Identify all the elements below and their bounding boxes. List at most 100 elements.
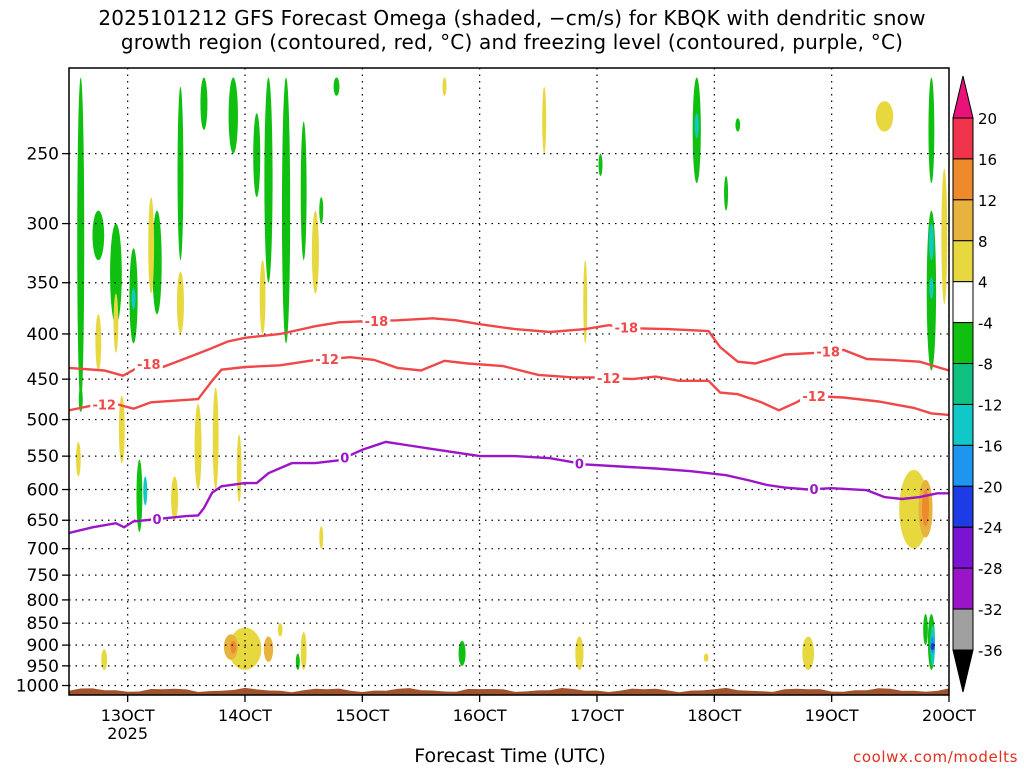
colorbar-bin-5 (952, 322, 974, 365)
x-tick-label-17: 17OCT (570, 706, 624, 725)
omega-shade-35 (76, 441, 81, 477)
omega-shade-33 (930, 642, 935, 651)
colorbar-label-1: 16 (978, 151, 997, 169)
y-tick-label-650: 650 (27, 511, 59, 531)
contour-label-1-2: -12 (597, 372, 621, 387)
terrain-strip (69, 687, 949, 695)
omega-shade-50 (230, 640, 237, 654)
colorbar-bin-2 (952, 199, 974, 242)
y-tick-label-250: 250 (27, 145, 59, 165)
omega-shade-41 (194, 403, 202, 490)
colorbar-label-6: -8 (978, 356, 993, 374)
colorbar-bin-10 (952, 526, 974, 569)
colorbar-bin-3 (952, 240, 974, 283)
omega-shade-40 (176, 271, 184, 334)
colorbar-bottom-arrow (952, 649, 974, 693)
omega-shade-7 (177, 86, 184, 261)
omega-shade-23 (724, 175, 729, 211)
contour-label-2-1: 0 (575, 457, 584, 472)
colorbar-bin-12 (952, 608, 974, 651)
omega-shade-55 (442, 77, 447, 96)
contour-label-0-3: -18 (137, 358, 161, 373)
omega-shade-0 (77, 77, 85, 404)
chart-title-line-1: 2025101212 GFS Forecast Omega (shaded, −… (98, 6, 926, 30)
contour-label-bg-1-0 (90, 397, 119, 412)
contour-line-0 (69, 317, 949, 377)
colorbar-bin-4 (952, 281, 974, 324)
omega-shade-29 (941, 168, 948, 305)
contour-label-0-0: -18 (365, 315, 389, 330)
omega-shade-18 (333, 77, 340, 96)
contour-label-bg-1-1 (313, 352, 342, 367)
omega-shade-6 (200, 77, 208, 130)
omega-shade-4 (131, 288, 136, 310)
contour-label-1-3: -12 (802, 390, 826, 405)
colorbar-bin-9 (952, 485, 974, 528)
omega-shade-60 (802, 636, 815, 670)
y-tick-label-400: 400 (27, 325, 59, 345)
contour-label-1-0: -12 (92, 399, 116, 414)
omega-shade-27 (929, 277, 934, 299)
omega-shade-44 (311, 210, 319, 294)
colorbar-label-3: 8 (978, 233, 988, 251)
omega-shade-39 (148, 197, 155, 294)
x-tick-label-18: 18OCT (687, 706, 741, 725)
temperature-contours: -18 -18 -18 -18 -12 -12 -12 -12 0 0 0 0 (69, 313, 949, 535)
colorbar-label-13: -36 (978, 642, 1003, 660)
colorbar-label-4: 4 (978, 274, 988, 292)
x-axis-label: Forecast Time (UTC) (414, 745, 606, 767)
omega-shade-57 (583, 260, 588, 344)
omega-shade-61 (875, 101, 894, 132)
omega-shade-48 (228, 627, 262, 670)
y-tick-label-550: 550 (27, 447, 59, 467)
chart-title-line-2: growth region (contoured, red, °C) and f… (120, 30, 904, 54)
colorbar-bin-8 (952, 444, 974, 487)
omega-shade-9 (253, 113, 261, 198)
plot-frame (68, 67, 950, 696)
omega-shade-16 (78, 387, 83, 412)
omega-shade-52 (300, 632, 307, 670)
y-tick-label-600: 600 (27, 481, 59, 501)
contour-label-bg-0-3 (134, 357, 163, 372)
omega-shade-58 (575, 636, 584, 670)
colorbar-label-0: 20 (978, 110, 997, 128)
contour-label-bg-0-1 (612, 320, 641, 335)
colorbar-bin-0 (952, 117, 974, 160)
y-tick-label-1000: 1000 (16, 677, 59, 697)
omega-shade-24 (735, 118, 741, 132)
x-tick-label-16: 16OCT (453, 706, 507, 725)
y-tick-label-750: 750 (27, 566, 59, 586)
contour-label-bg-2-1 (573, 456, 586, 471)
credit-text: coolwx.com/modelts (853, 748, 1018, 766)
contour-label-2-3: 0 (152, 513, 161, 528)
omega-shade-37 (118, 395, 125, 464)
omega-shade-34 (923, 614, 928, 646)
plot-background (69, 68, 949, 695)
contour-label-1-1: -12 (315, 353, 339, 368)
omega-shade-17 (295, 653, 300, 670)
omega-shade-43 (236, 434, 242, 503)
colorbar-label-8: -16 (978, 437, 1003, 455)
y-tick-label-450: 450 (27, 370, 59, 390)
x-tick-label-14: 14OCT (218, 706, 272, 725)
omega-shade-47 (171, 476, 179, 521)
colorbar-bin-7 (952, 403, 974, 446)
omega-shade-12 (300, 121, 307, 261)
omega-shade-53 (277, 623, 283, 637)
omega-shade-46 (101, 649, 108, 670)
contour-label-2-2: 0 (810, 483, 819, 498)
colorbar-label-10: -24 (978, 519, 1003, 537)
omega-shade-1 (92, 210, 105, 261)
omega-shade-36 (95, 314, 102, 371)
y-tick-label-800: 800 (27, 591, 59, 611)
y-tick-label-900: 900 (27, 636, 59, 656)
omega-shade-8 (228, 77, 238, 154)
contour-label-0-2: -18 (816, 346, 840, 361)
x-tick-label-20: 20OCT (922, 706, 976, 725)
omega-shade-38 (113, 293, 119, 353)
omega-shade-19 (458, 640, 466, 666)
omega-shade-14 (136, 459, 143, 532)
omega-shade-64 (922, 489, 930, 527)
y-tick-label-950: 950 (27, 657, 59, 677)
y-tick-label-850: 850 (27, 614, 59, 634)
